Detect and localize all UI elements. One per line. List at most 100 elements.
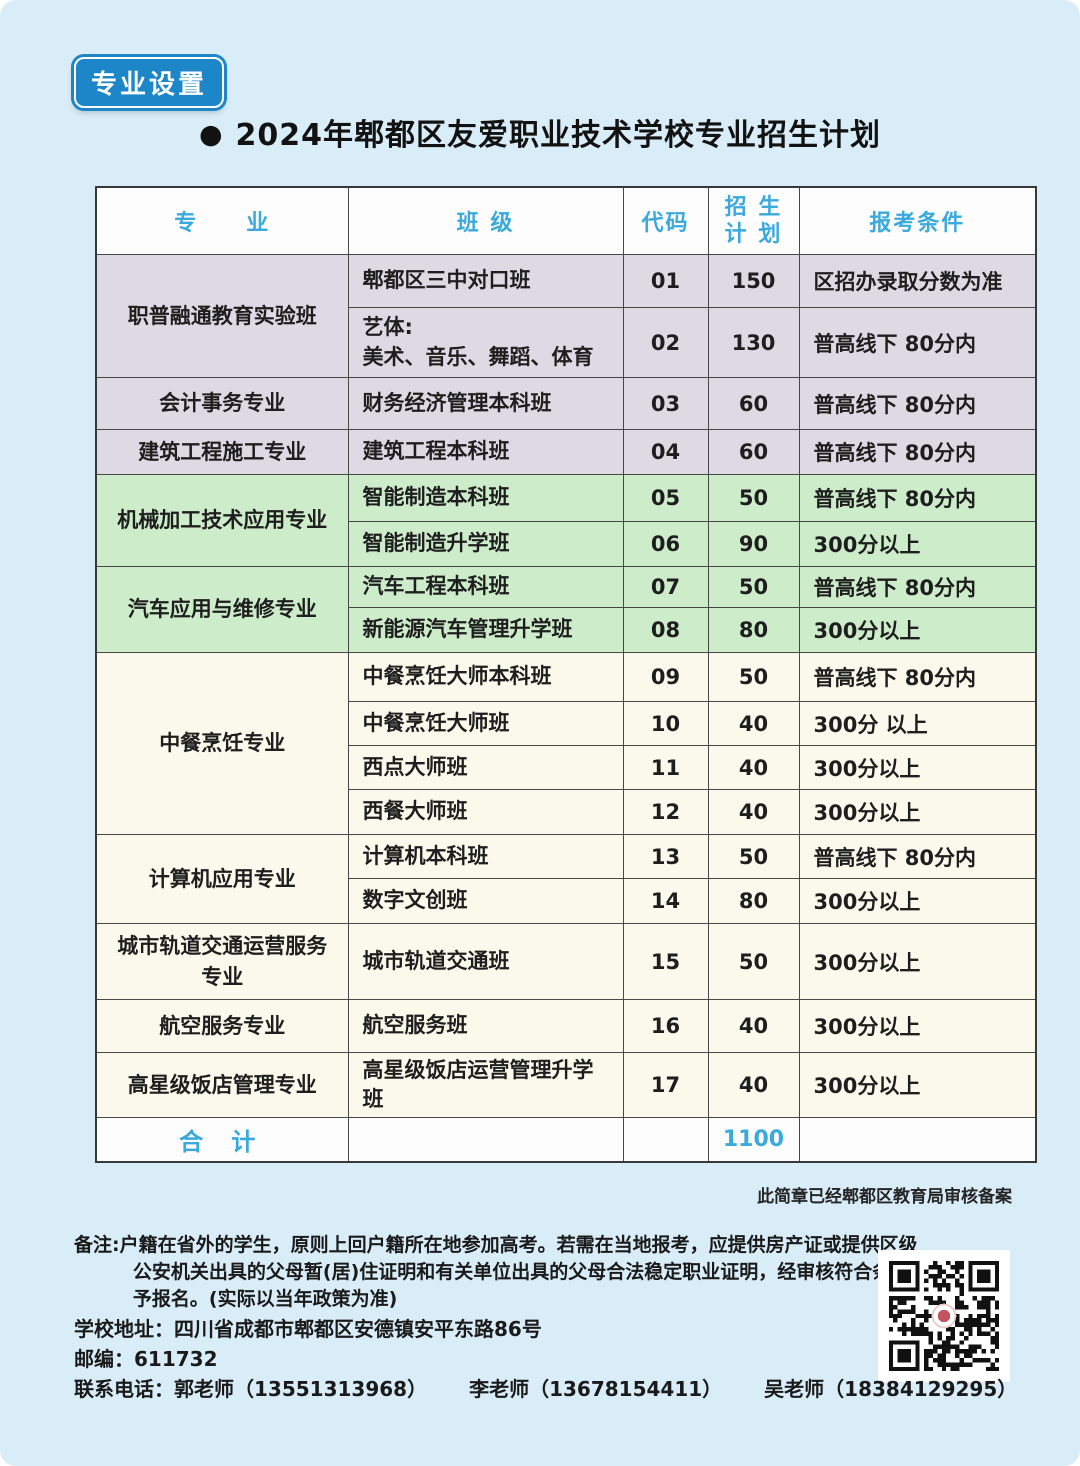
col-header-plan: 招 生 计 划 [707, 186, 800, 255]
code-cell: 10 [622, 701, 709, 746]
code-cell: 08 [622, 607, 709, 653]
major-cell: 航空服务专业 [95, 999, 349, 1053]
page-title: ● 2024年郫都区友爱职业技术学校专业招生计划 [0, 110, 1080, 154]
code-cell: 03 [622, 377, 709, 430]
code-cell: 11 [622, 745, 709, 790]
code-cell: 12 [622, 789, 709, 835]
approval-note: 此简章已经郫都区教育局审核备案 [757, 1187, 1012, 1207]
table-row: 高星级饭店管理专业 高星级饭店运营管理升学班 17 40 300分以上 [95, 1052, 1037, 1118]
page-title-text: 2024年郫都区友爱职业技术学校专业招生计划 [235, 118, 882, 153]
table-header: 专 业 班 级 代码 招 生 计 划 报考条件 [95, 186, 1037, 255]
col-header-plan-line2: 计 划 [724, 222, 783, 247]
requirement-cell: 普高线下 80分内 [798, 652, 1037, 702]
class-cell: 建筑工程本科班 [347, 429, 624, 475]
major-cell: 建筑工程施工专业 [95, 429, 349, 475]
major-cell: 机械加工技术应用专业 [95, 474, 349, 567]
plan-cell: 40 [707, 1052, 800, 1118]
header-row: 专 业 班 级 代码 招 生 计 划 报考条件 [95, 186, 1037, 255]
code-cell: 16 [622, 999, 709, 1053]
class-cell: 新能源汽车管理升学班 [347, 607, 624, 653]
table-row: 职普融通教育实验班 郫都区三中对口班 01 150 区招办录取分数为准 [95, 254, 1037, 378]
contact-label: 联系电话： [74, 1377, 174, 1401]
table-row: 数字文创班 14 80 300分以上 [96, 878, 1037, 924]
major-cell: 高星级饭店管理专业 [95, 1052, 349, 1118]
code-cell: 05 [622, 474, 709, 522]
code-cell: 04 [622, 429, 709, 475]
table-row: 艺体: 美术、音乐、舞蹈、体育 02 130 普高线下 80分内 [96, 307, 1037, 378]
table-body: 职普融通教育实验班 郫都区三中对口班 01 150 区招办录取分数为准 艺体: 美术、音乐… [95, 254, 1037, 1162]
plan-cell: 50 [707, 474, 800, 522]
plan-cell: 50 [707, 652, 800, 702]
table-row: 中餐烹饪大师班 10 40 300分 以上 [96, 701, 1037, 746]
bullet-icon: ● [198, 119, 224, 150]
total-row: 合 计 1100 [95, 1117, 1037, 1162]
total-label-cell: 合 计 [95, 1117, 349, 1162]
table-row: 航空服务专业 航空服务班 16 40 300分以上 [95, 999, 1037, 1053]
code-cell: 02 [622, 307, 709, 378]
col-header-major: 专 业 [95, 186, 349, 255]
major-cell: 会计事务专业 [95, 377, 349, 430]
table-row: 新能源汽车管理升学班 08 80 300分以上 [96, 607, 1037, 653]
contact-teacher: 吴老师（18384129295） [764, 1377, 1018, 1401]
class-cell: 航空服务班 [347, 999, 624, 1053]
table-row: 智能制造升学班 06 90 300分以上 [96, 521, 1037, 567]
requirement-cell: 300分 以上 [798, 701, 1037, 746]
plan-cell: 60 [707, 377, 800, 430]
class-cell: 城市轨道交通班 [347, 923, 624, 1000]
total-value-cell: 1100 [707, 1117, 800, 1162]
section-badge: 专业设置 [74, 57, 225, 108]
qr-code [878, 1250, 1010, 1382]
plan-cell: 40 [707, 999, 800, 1053]
class-cell: 高星级饭店运营管理升学班 [347, 1052, 624, 1118]
requirement-cell: 普高线下 80分内 [798, 474, 1037, 522]
class-cell: 数字文创班 [347, 878, 624, 924]
class-cell: 汽车工程本科班 [347, 566, 624, 608]
col-header-plan-line1: 招 生 [724, 194, 783, 220]
requirement-cell: 300分以上 [798, 999, 1037, 1053]
plan-cell: 90 [707, 521, 800, 567]
requirement-cell: 普高线下 80分内 [798, 307, 1037, 378]
code-cell: 17 [622, 1052, 709, 1118]
enrollment-table: 专 业 班 级 代码 招 生 计 划 报考条件 职普融通教育实验班 郫都区三中对口… [95, 186, 1037, 1163]
plan-cell: 130 [707, 307, 800, 378]
total-class-blank [347, 1117, 624, 1162]
table-row: 中餐烹饪专业 中餐烹饪大师本科班 09 50 普高线下 80分内 [95, 652, 1037, 835]
contact-line: 联系电话：郭老师（13551313968） 李老师（13678154411） 吴老师… [74, 1376, 1059, 1402]
requirement-cell: 普高线下 80分内 [798, 834, 1037, 879]
requirement-cell: 300分以上 [798, 923, 1037, 1000]
plan-cell: 40 [707, 789, 800, 835]
code-cell: 14 [622, 878, 709, 924]
class-cell: 智能制造升学班 [347, 521, 624, 567]
requirement-cell: 普高线下 80分内 [798, 429, 1037, 475]
plan-cell: 80 [707, 607, 800, 653]
class-cell: 计算机本科班 [347, 834, 624, 879]
total-req-blank [798, 1117, 1037, 1162]
col-header-requirement: 报考条件 [798, 186, 1037, 255]
class-cell: 西点大师班 [347, 745, 624, 790]
plan-cell: 60 [707, 429, 800, 475]
class-cell: 财务经济管理本科班 [347, 377, 624, 430]
plan-cell: 40 [707, 701, 800, 746]
address-block: 学校地址：四川省成都市郫都区安德镇安平东路86号 邮编：611732 联系电话：… [74, 1316, 1059, 1406]
table-row: 计算机应用专业 计算机本科班 13 50 普高线下 80分内 [95, 834, 1037, 924]
class-cell: 智能制造本科班 [347, 474, 624, 522]
address-line: 学校地址：四川省成都市郫都区安德镇安平东路86号 [74, 1317, 542, 1341]
plan-cell: 150 [707, 254, 800, 308]
table-row: 会计事务专业 财务经济管理本科班 03 60 普高线下 80分内 [95, 377, 1037, 430]
major-cell: 中餐烹饪专业 [95, 652, 349, 835]
class-cell: 中餐烹饪大师本科班 [347, 652, 624, 702]
code-cell: 13 [622, 834, 709, 879]
requirement-cell: 300分以上 [798, 789, 1037, 835]
code-cell: 09 [622, 652, 709, 702]
requirement-cell: 区招办录取分数为准 [798, 254, 1037, 308]
major-cell: 计算机应用专业 [95, 834, 349, 924]
requirement-cell: 300分以上 [798, 1052, 1037, 1118]
col-header-code: 代码 [622, 186, 709, 255]
remark-note: 备注:户籍在省外的学生，原则上回户籍所在地参加高考。若需在当地报考，应提供房产证… [74, 1234, 930, 1310]
plan-cell: 40 [707, 745, 800, 790]
major-cell: 城市轨道交通运营服务专业 [95, 923, 349, 1000]
plan-cell: 80 [707, 878, 800, 924]
requirement-cell: 300分以上 [798, 745, 1037, 790]
requirement-cell: 300分以上 [798, 878, 1037, 924]
class-cell: 艺体: 美术、音乐、舞蹈、体育 [347, 307, 624, 378]
